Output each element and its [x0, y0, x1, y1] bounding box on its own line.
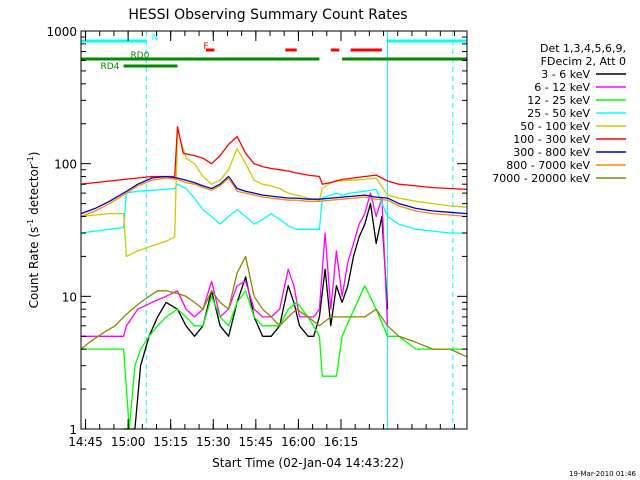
x-tick-label-1: 15:00: [111, 435, 146, 449]
x-axis: 14:45 15:00 15:15 15:30 15:45 16:00 16:15: [68, 31, 456, 449]
y-axis-label-part1: Count Rate (s: [27, 227, 41, 309]
y-tick-label-3: 1000: [46, 25, 77, 39]
legend-label-3: 25 - 50 keV: [527, 107, 590, 120]
legend-label-6: 300 - 800 keV: [513, 146, 590, 159]
series-line-2: [81, 285, 467, 430]
series-line-6: [80, 175, 468, 215]
y-tick-label-1: 10: [62, 290, 77, 304]
y-axis-label-sup1: -1: [26, 219, 35, 227]
flag-label-rd0: RD0: [131, 51, 150, 61]
legend-label-1: 6 - 12 keV: [534, 81, 590, 94]
flag-label-rd4: RD4: [101, 62, 120, 72]
series-line-3: [80, 183, 467, 234]
x-tick-label-5: 16:00: [281, 435, 316, 449]
legend: Det 1,3,4,5,6,9, FDecim 2, Att 0 3 - 6 k…: [492, 42, 626, 185]
legend-header-2: FDecim 2, Att 0: [541, 55, 626, 68]
y-axis: 1 10 100 1000: [46, 25, 467, 437]
legend-label-5: 100 - 300 keV: [513, 133, 590, 146]
legend-label-7: 800 - 7000 keV: [506, 159, 590, 172]
x-tick-label-6: 16:15: [324, 435, 359, 449]
y-tick-label-2: 100: [54, 158, 77, 172]
flag-label-f: F: [203, 42, 208, 52]
y-axis-label: Count Rate (s-1 detector-1): [26, 152, 41, 309]
series-line-4: [80, 129, 468, 258]
series-line-8: [80, 255, 468, 358]
footer-timestamp: 19-Mar-2010 01:46: [569, 470, 636, 478]
legend-header-1: Det 1,3,4,5,6,9,: [540, 42, 626, 55]
series-lines: [80, 126, 468, 430]
y-axis-label-part2: detector: [27, 164, 41, 219]
chart-title: HESSI Observing Summary Count Rates: [128, 7, 407, 23]
x-tick-label-3: 15:30: [196, 435, 231, 449]
flag-bars: N F RD0 RD4: [81, 33, 467, 72]
x-tick-label-4: 15:45: [239, 435, 274, 449]
legend-label-4: 50 - 100 keV: [520, 120, 590, 133]
series-line-7: [80, 177, 468, 218]
x-axis-label: Start Time (02-Jan-04 14:43:22): [212, 456, 404, 470]
series-line-5: [80, 126, 468, 191]
x-tick-label-2: 15:15: [153, 435, 188, 449]
y-axis-label-part3: ): [27, 152, 41, 157]
legend-label-2: 12 - 25 keV: [527, 94, 590, 107]
flag-label-n: N: [152, 33, 159, 43]
legend-label-0: 3 - 6 keV: [541, 68, 590, 81]
y-tick-label-0: 1: [69, 423, 77, 437]
series-line-0: [123, 202, 389, 430]
y-axis-label-sup2: -1: [26, 156, 35, 164]
plot-frame: [80, 30, 468, 430]
x-tick-label-0: 14:45: [68, 435, 103, 449]
time-markers: [80, 31, 454, 429]
legend-label-8: 7000 - 20000 keV: [492, 172, 590, 185]
